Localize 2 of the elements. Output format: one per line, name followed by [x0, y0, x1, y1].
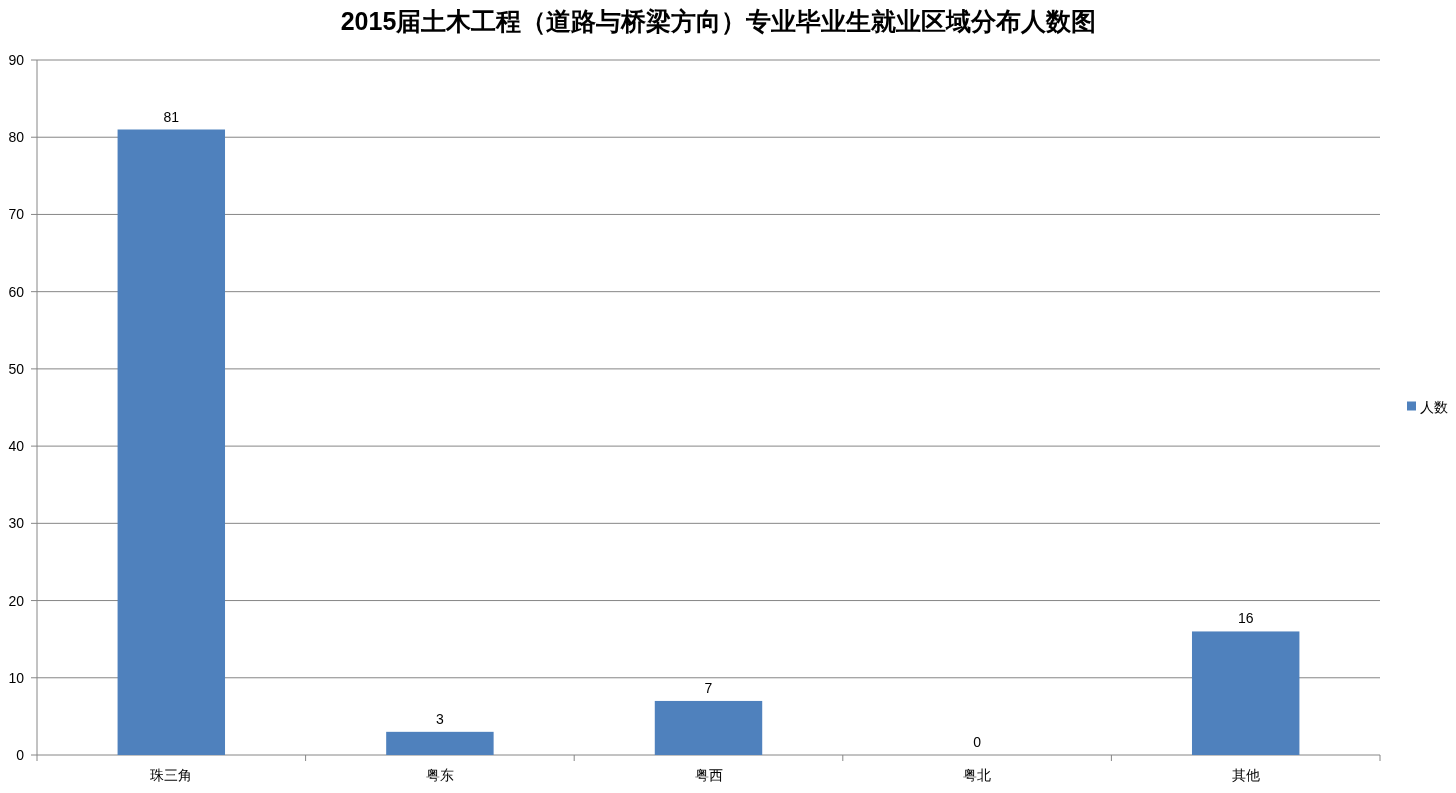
title: 2015届土木工程（道路与桥梁方向）专业毕业生就业区域分布人数图: [340, 7, 1097, 35]
legend-label: 人数: [1420, 398, 1448, 415]
